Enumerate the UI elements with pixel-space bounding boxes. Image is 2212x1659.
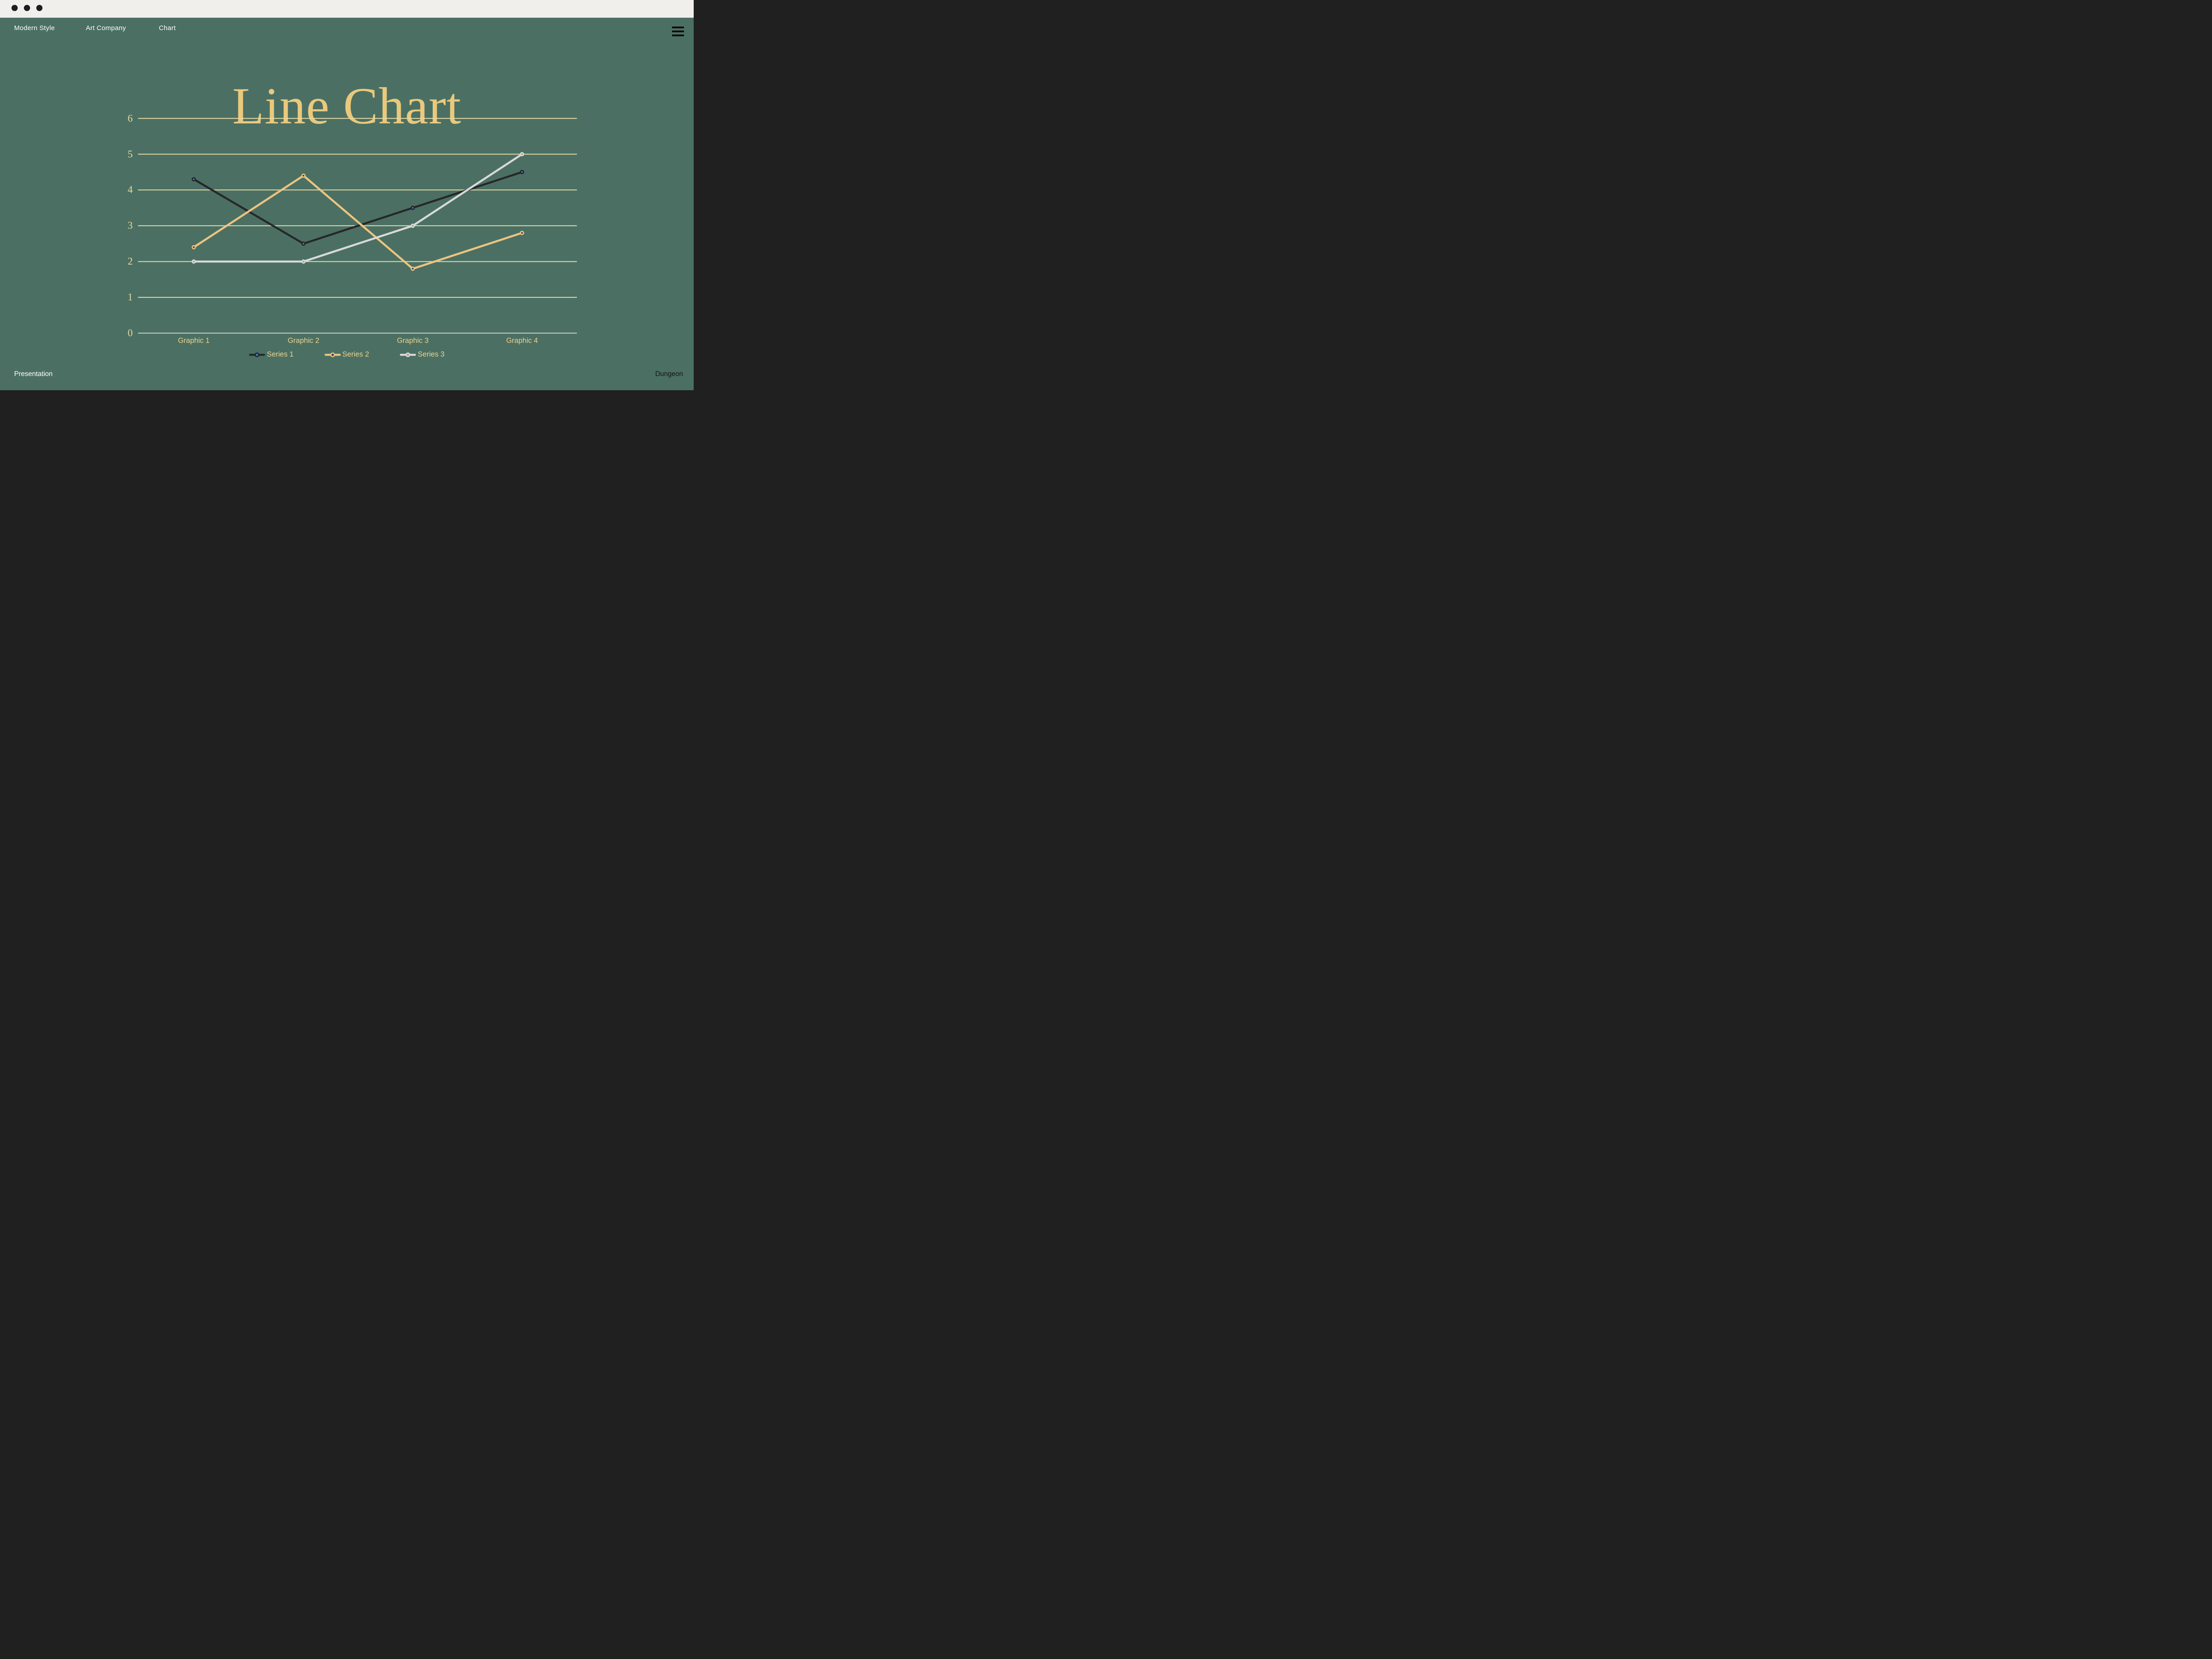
chart-legend: Series 1 Series 2 Series 3 <box>0 350 694 359</box>
x-category-label: Graphic 3 <box>397 337 429 345</box>
data-point-marker <box>301 241 306 246</box>
data-point-marker <box>520 152 524 157</box>
line-chart-canvas <box>138 118 577 334</box>
footer-presentation-label: Presentation <box>14 370 53 378</box>
data-point-marker <box>192 177 196 181</box>
y-tick-label: 6 <box>127 112 133 124</box>
legend-label: Series 2 <box>342 350 369 358</box>
series-line-series-3 <box>192 153 523 263</box>
legend-item-series-3[interactable]: Series 3 <box>400 350 445 359</box>
window-titlebar <box>0 0 694 18</box>
data-point-marker <box>411 206 415 210</box>
window-dot[interactable] <box>12 5 18 11</box>
legend-marker-icon <box>324 352 341 357</box>
legend-label: Series 1 <box>267 350 294 358</box>
legend-marker-icon <box>400 352 416 357</box>
data-point-marker <box>301 259 306 264</box>
data-point-marker <box>411 223 415 228</box>
page-title: Line Chart <box>232 77 461 135</box>
window-dot[interactable] <box>24 5 30 11</box>
data-point-marker <box>411 266 415 271</box>
data-point-marker <box>301 173 306 178</box>
x-category-label: Graphic 2 <box>288 337 319 345</box>
hamburger-bar <box>672 27 684 28</box>
x-category-label: Graphic 1 <box>178 337 210 345</box>
data-point-marker <box>520 230 524 235</box>
legend-item-series-1[interactable]: Series 1 <box>249 350 294 359</box>
series-line-series-2 <box>192 174 523 270</box>
legend-item-series-2[interactable]: Series 2 <box>324 350 369 359</box>
y-tick-label: 5 <box>127 148 133 160</box>
legend-marker-icon <box>249 352 265 357</box>
data-point-marker <box>192 259 196 264</box>
data-point-marker <box>520 170 524 174</box>
data-point-marker <box>192 245 196 250</box>
window-dot[interactable] <box>36 5 42 11</box>
nav-item-modern-style[interactable]: Modern Style <box>14 24 55 32</box>
series-line-series-1 <box>192 171 523 245</box>
nav-item-art-company[interactable]: Art Company <box>86 24 126 32</box>
legend-label: Series 3 <box>418 350 445 358</box>
y-tick-label: 1 <box>127 292 133 303</box>
y-tick-label: 0 <box>127 327 133 338</box>
y-tick-label: 2 <box>127 256 133 267</box>
hamburger-bar <box>672 35 684 36</box>
hamburger-icon[interactable] <box>672 27 684 36</box>
presentation-slide: Modern Style Art Company Chart Line Char… <box>0 0 694 390</box>
nav-item-chart[interactable]: Chart <box>159 24 176 32</box>
footer-brand-label: Dungeon <box>655 370 683 378</box>
y-tick-label: 4 <box>127 184 133 196</box>
hamburger-bar <box>672 31 684 32</box>
y-tick-label: 3 <box>127 220 133 231</box>
x-category-label: Graphic 4 <box>506 337 538 345</box>
